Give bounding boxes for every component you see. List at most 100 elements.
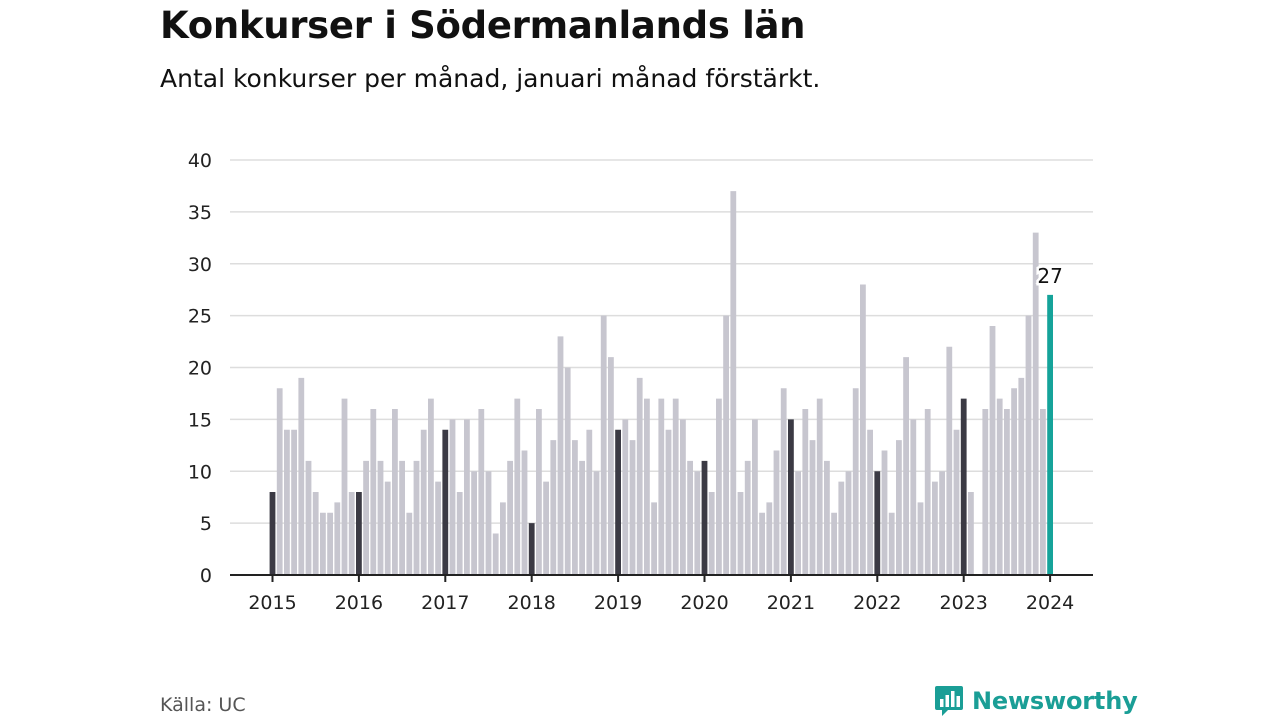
bar [687, 460, 693, 576]
bar [1040, 409, 1046, 575]
bar [658, 398, 665, 576]
chart-subtitle: Antal konkurser per månad, januari månad… [160, 64, 821, 93]
bar-january [615, 429, 621, 575]
x-tick-label: 2024 [1026, 592, 1074, 614]
bar [680, 419, 686, 576]
bar [845, 471, 852, 575]
bar [780, 388, 787, 575]
y-tick-label: 10 [188, 461, 212, 483]
bar [852, 388, 859, 575]
bar [420, 429, 427, 575]
bar [384, 481, 391, 576]
bar [795, 471, 801, 575]
x-tick-label: 2019 [594, 592, 642, 614]
bar [341, 398, 348, 576]
x-tick-label: 2018 [508, 592, 556, 614]
bar [716, 398, 722, 576]
bar [312, 492, 319, 575]
newsworthy-logo-icon [935, 686, 963, 716]
labels: 0 5 10 15 20 25 30 35 40 2015 2016 2017 2018 2019 2020… [188, 150, 1074, 614]
bar-january [442, 429, 449, 575]
bar [1011, 388, 1017, 575]
bar [968, 492, 974, 575]
bar-january [788, 419, 794, 576]
bar [543, 481, 549, 576]
bar [903, 357, 909, 576]
bar [917, 502, 924, 576]
bar [1025, 315, 1032, 576]
bar-january [269, 492, 276, 575]
y-tick-label: 0 [200, 565, 212, 587]
y-tick-label: 5 [200, 513, 212, 535]
bar [449, 419, 456, 576]
bar [759, 512, 765, 575]
bar-january [528, 523, 535, 576]
bar [456, 492, 463, 575]
x-tick-label: 2015 [248, 592, 296, 614]
bar [600, 315, 607, 576]
y-tick-label: 25 [188, 306, 212, 328]
y-tick-label: 15 [188, 409, 212, 431]
bar [399, 460, 405, 576]
axes [230, 574, 1093, 582]
bar [435, 481, 441, 576]
bar [838, 481, 845, 576]
bar [521, 450, 528, 575]
bar [276, 388, 283, 575]
bar [327, 512, 333, 575]
bar [593, 471, 600, 575]
bar [766, 502, 773, 576]
bar [744, 460, 751, 576]
bar [363, 460, 369, 576]
bar [298, 377, 305, 576]
bar [867, 429, 873, 575]
source-note: Källa: UC [160, 694, 246, 716]
bar [370, 409, 377, 575]
bar-january [960, 398, 967, 576]
bar-chart: 0 5 10 15 20 25 30 35 40 2015 2016 2017 2018 2019 2020… [188, 150, 1093, 614]
bar [348, 492, 355, 575]
bar [471, 471, 477, 575]
x-tick-label: 2023 [940, 592, 988, 614]
bar [730, 191, 737, 576]
y-tick-label: 20 [188, 358, 212, 380]
bar [802, 409, 809, 575]
bar [608, 357, 614, 576]
bar-latest [1047, 294, 1053, 576]
bar-january [701, 460, 708, 576]
bar [428, 398, 434, 576]
bars [269, 191, 1053, 576]
bar [500, 502, 506, 576]
bar [910, 419, 917, 576]
bar [672, 398, 679, 576]
bar [392, 409, 398, 575]
bar [989, 326, 996, 575]
brand-logo[interactable]: Newsworthy [934, 684, 1138, 718]
bar [982, 409, 989, 575]
bar [752, 419, 758, 576]
bar [881, 450, 888, 575]
bar [924, 409, 931, 575]
bar [485, 471, 492, 575]
bar [464, 419, 470, 576]
bar [406, 512, 413, 575]
bar [572, 440, 578, 576]
bar [694, 471, 701, 575]
bar [651, 502, 657, 576]
data-label-latest: 27 [1037, 264, 1062, 288]
bar [996, 398, 1003, 576]
bar [824, 460, 830, 576]
bar [586, 429, 593, 575]
bar [644, 398, 650, 576]
bar [1004, 409, 1010, 575]
bar [946, 346, 953, 575]
bar [773, 450, 780, 575]
x-tick-label: 2021 [767, 592, 815, 614]
bar [665, 429, 672, 575]
bar [809, 440, 816, 576]
bar [1018, 377, 1025, 576]
bar [816, 398, 823, 576]
bar [860, 284, 866, 575]
bar [536, 409, 542, 575]
bar-january [874, 471, 881, 575]
